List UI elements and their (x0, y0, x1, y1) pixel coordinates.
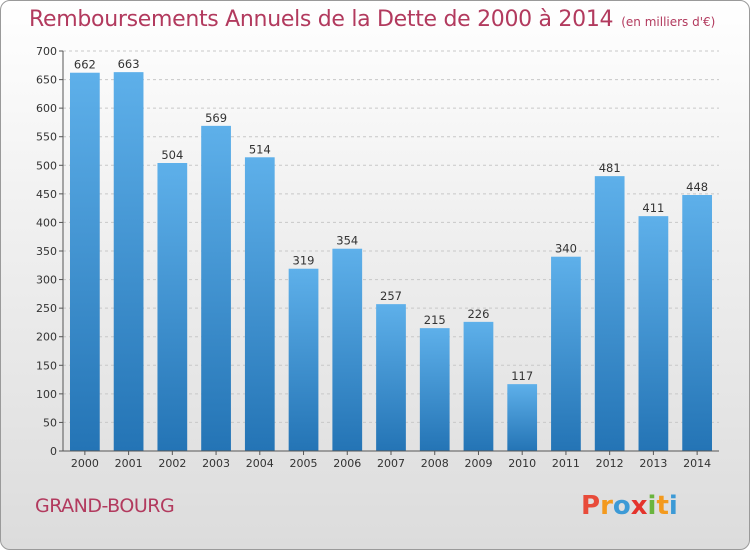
y-tick-label: 350 (36, 245, 57, 258)
bar (551, 256, 581, 451)
brand-letter: x (630, 491, 648, 521)
bar (69, 72, 100, 451)
x-tick-label: 2011 (552, 457, 580, 470)
y-tick-label: 400 (36, 216, 57, 229)
chart-title: Remboursements Annuels de la Dette de 20… (29, 7, 715, 32)
bar (157, 163, 188, 451)
bar-value-label: 117 (511, 369, 533, 383)
brand-letter: t (656, 491, 669, 521)
x-tick-label: 2003 (202, 457, 230, 470)
axis-layer: 0 50 100 150 200 250 300 350 400 450 500 550 600 650 7… (36, 45, 719, 470)
brand-letter: i (668, 491, 678, 521)
bar-value-label: 319 (293, 254, 315, 268)
bar (332, 248, 363, 451)
brand-letter: o (612, 491, 631, 521)
brand-letter: r (600, 491, 613, 521)
y-tick-label: 300 (36, 274, 57, 287)
y-tick-label: 700 (36, 45, 57, 58)
bar-value-label: 340 (555, 242, 577, 256)
y-tick-label: 0 (50, 445, 57, 458)
y-tick-label: 600 (36, 102, 57, 115)
y-tick-label: 550 (36, 131, 57, 144)
bar-value-label: 448 (686, 180, 708, 194)
bar (507, 384, 538, 451)
bar (244, 157, 275, 452)
commune-name: GRAND-BOURG (35, 495, 175, 517)
bar (638, 216, 669, 451)
bar-value-label: 663 (118, 57, 140, 71)
bars-layer (69, 72, 713, 452)
y-tick-label: 250 (36, 302, 57, 315)
x-tick-label: 2014 (683, 457, 711, 470)
bar-value-label: 569 (205, 111, 227, 125)
x-tick-label: 2001 (115, 457, 143, 470)
y-tick-label: 50 (43, 416, 57, 429)
bar (376, 304, 406, 451)
x-tick-label: 2012 (596, 457, 624, 470)
brand-letter: P (581, 491, 601, 521)
brand-letter: i (647, 491, 657, 521)
bar-value-label: 514 (249, 142, 271, 156)
bar-value-label: 504 (161, 148, 183, 162)
brand-logo: Proxiti (581, 491, 678, 521)
x-tick-label: 2005 (290, 457, 318, 470)
bar (594, 176, 625, 451)
bar-value-label: 215 (424, 313, 446, 327)
x-tick-label: 2013 (639, 457, 667, 470)
x-tick-label: 2004 (246, 457, 274, 470)
chart-subtitle: (en milliers d'€) (621, 15, 716, 29)
bar (463, 321, 494, 451)
y-tick-label: 200 (36, 331, 57, 344)
bar-value-label: 354 (336, 234, 358, 248)
x-tick-label: 2010 (508, 457, 536, 470)
x-tick-label: 2000 (71, 457, 99, 470)
y-tick-label: 500 (36, 159, 57, 172)
bar (682, 195, 713, 451)
bar-value-label: 411 (642, 201, 664, 215)
bar (288, 268, 319, 451)
y-tick-label: 150 (36, 359, 57, 372)
x-tick-label: 2007 (377, 457, 405, 470)
bar-value-label: 662 (74, 58, 96, 72)
y-tick-label: 450 (36, 188, 57, 201)
chart-title-text: Remboursements Annuels de la Dette de 20… (29, 7, 614, 32)
bar (419, 328, 450, 451)
x-tick-label: 2008 (421, 457, 449, 470)
x-tick-label: 2002 (158, 457, 186, 470)
y-tick-label: 650 (36, 74, 57, 87)
x-tick-label: 2009 (464, 457, 492, 470)
y-tick-label: 100 (36, 388, 57, 401)
bar-value-label: 481 (599, 161, 621, 175)
bar-value-label: 226 (467, 307, 489, 321)
bar (113, 72, 144, 452)
bar-value-label: 257 (380, 289, 402, 303)
x-tick-label: 2006 (333, 457, 361, 470)
bar (201, 125, 231, 451)
